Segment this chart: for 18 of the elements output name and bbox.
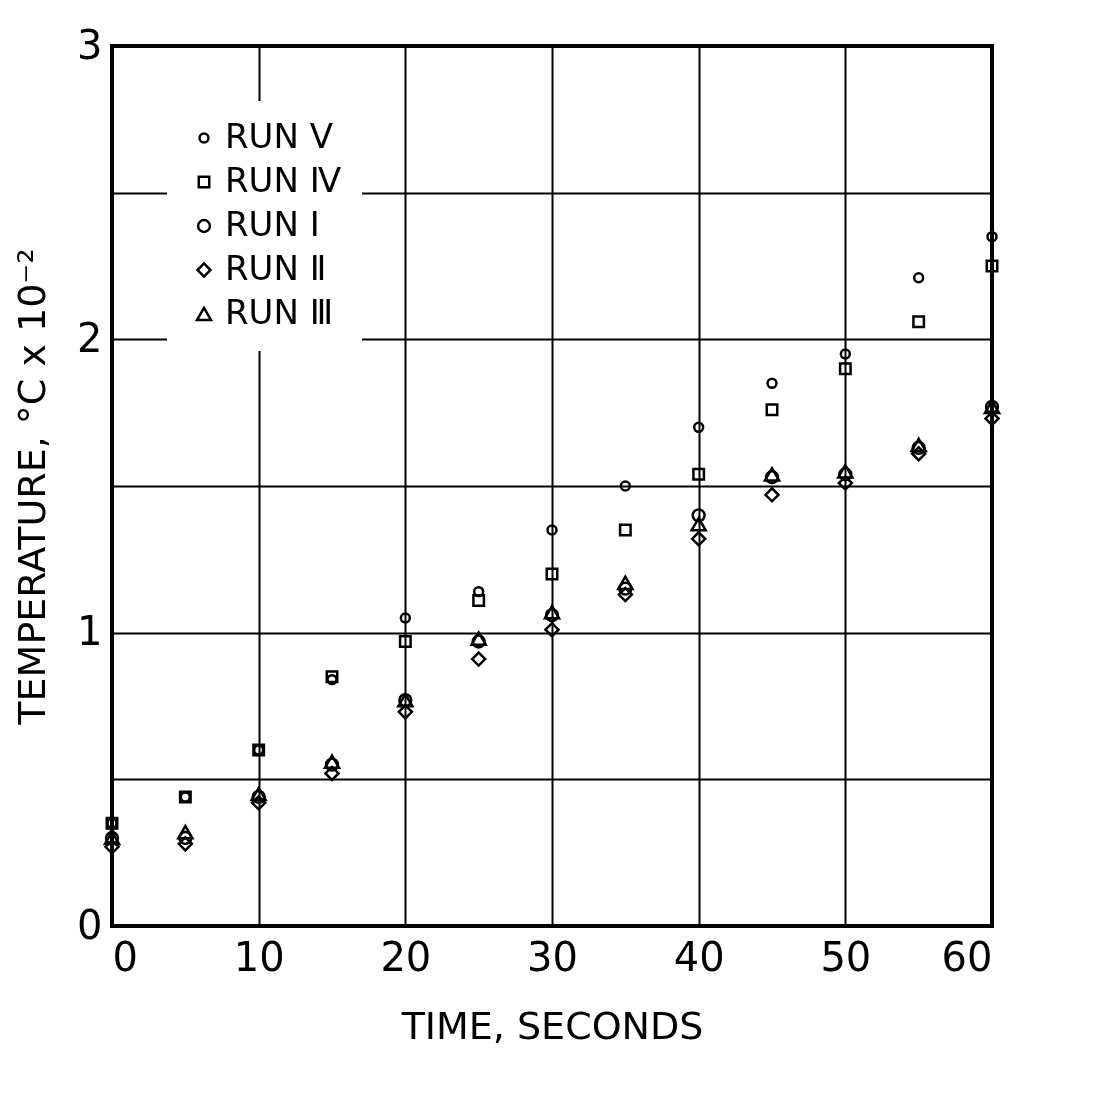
y-tick-label: 3	[77, 21, 103, 68]
legend-label: RUN Ⅳ	[225, 160, 342, 200]
legend-label: RUN Ⅲ	[225, 292, 334, 332]
x-tick-label: 0	[112, 933, 138, 980]
y-tick-label: 0	[77, 901, 103, 948]
legend-label: RUN Ⅰ	[225, 204, 320, 244]
y-tick-label: 2	[77, 314, 103, 361]
x-axis-title: TIME, SECONDS	[400, 1003, 704, 1048]
x-tick-label: 40	[673, 933, 725, 980]
y-tick-label: 1	[77, 608, 103, 655]
x-tick-label: 60	[941, 933, 993, 980]
y-axis-title: TEMPERATURE, °C x 10⁻²	[10, 248, 55, 726]
x-tick-label: 10	[233, 933, 285, 980]
legend-label: RUN Ⅱ	[225, 248, 327, 288]
legend-label: RUN Ⅴ	[225, 116, 334, 156]
x-tick-label: 50	[820, 933, 872, 980]
x-tick-label: 30	[527, 933, 578, 980]
x-tick-label: 20	[380, 933, 432, 980]
